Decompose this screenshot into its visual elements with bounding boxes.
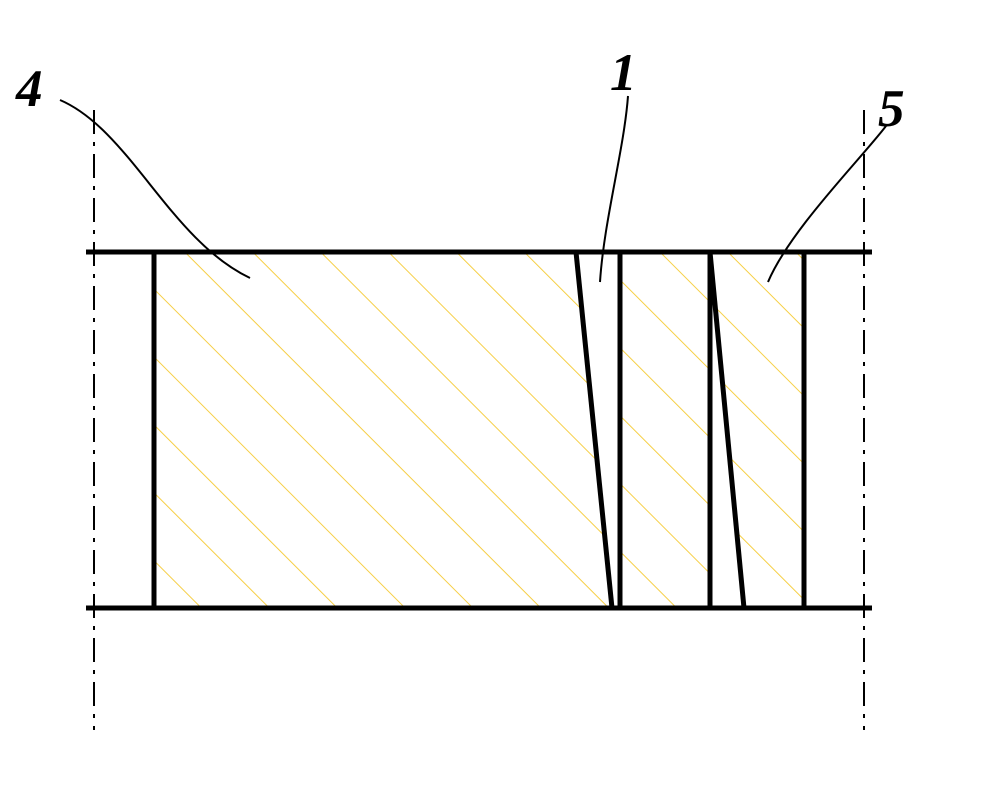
hatched-region [154, 252, 804, 608]
callout-label-4: 4 [16, 58, 43, 119]
callout-label-5: 5 [878, 78, 905, 139]
callout-label-1: 1 [610, 42, 637, 103]
